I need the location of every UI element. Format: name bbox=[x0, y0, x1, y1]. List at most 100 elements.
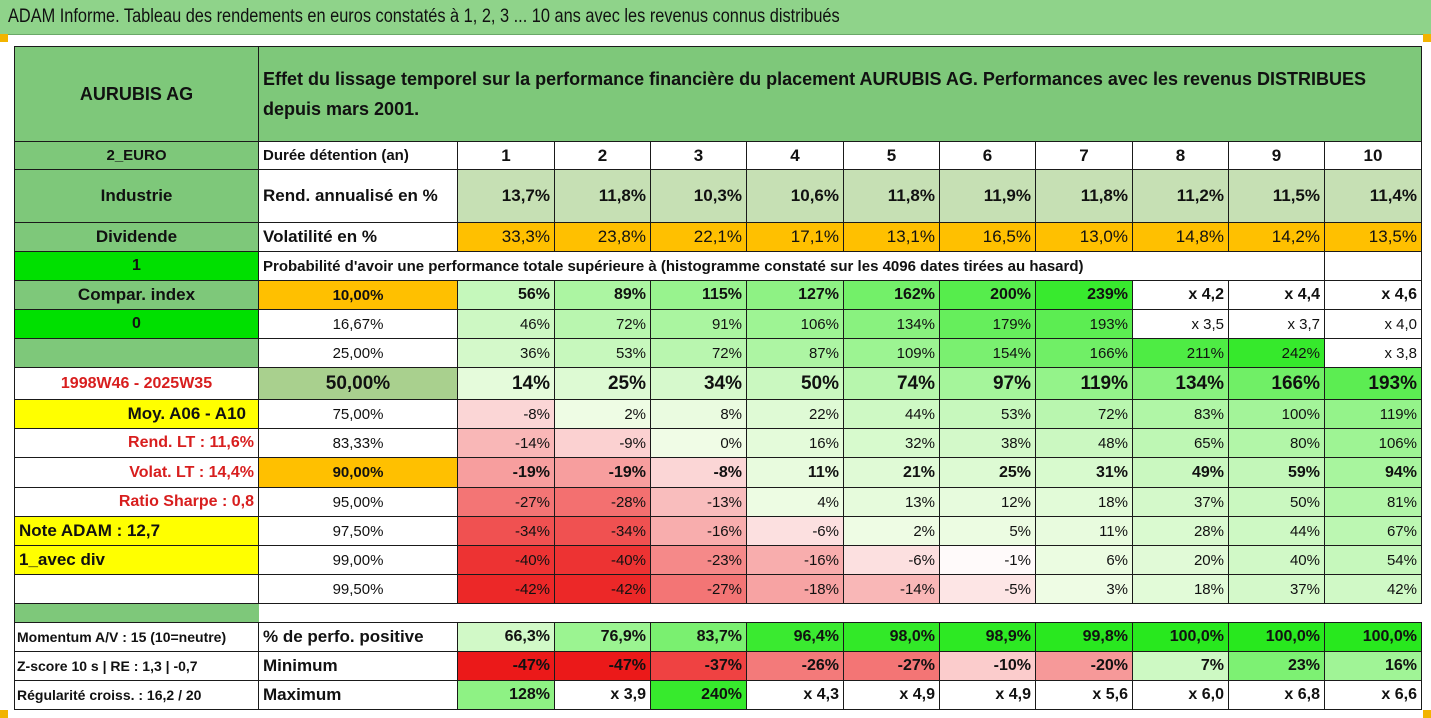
quantile-value: -27% bbox=[457, 487, 555, 517]
quantile-value: 42% bbox=[1324, 574, 1422, 604]
perf-pos-value: 100,0% bbox=[1324, 622, 1422, 652]
volat-lt-label: Volat. LT : 14,4% bbox=[14, 457, 259, 488]
quantile-label: 83,33% bbox=[258, 428, 458, 458]
corner-marker bbox=[0, 710, 8, 718]
quantile-value: 5% bbox=[939, 516, 1036, 546]
maximum-value: 128% bbox=[457, 680, 555, 710]
rend-value: 11,8% bbox=[1035, 169, 1133, 223]
corner-marker bbox=[1423, 710, 1431, 718]
quantile-value: -8% bbox=[650, 457, 747, 488]
spacer-cell bbox=[844, 604, 940, 623]
quantile-label: 25,00% bbox=[258, 338, 458, 368]
maximum-value: x 3,9 bbox=[554, 680, 651, 710]
maximum-value: x 6,6 bbox=[1324, 680, 1422, 710]
quantile-value: 37% bbox=[1132, 487, 1229, 517]
perf-pos-value: 100,0% bbox=[1132, 622, 1229, 652]
quantile-value: -28% bbox=[554, 487, 651, 517]
quantile-value: 193% bbox=[1035, 309, 1133, 339]
quantile-value: 134% bbox=[843, 309, 940, 339]
minimum-value: -47% bbox=[457, 651, 555, 681]
quantile-value: 54% bbox=[1324, 545, 1422, 575]
quantile-value: 53% bbox=[939, 399, 1036, 429]
quantile-value: -8% bbox=[457, 399, 555, 429]
rend-value: 10,3% bbox=[650, 169, 747, 223]
quantile-value: 59% bbox=[1228, 457, 1325, 488]
perf-pos-value: 83,7% bbox=[650, 622, 747, 652]
quantile-value: 22% bbox=[746, 399, 844, 429]
volat-value: 14,2% bbox=[1228, 222, 1325, 252]
currency-label: 2_EURO bbox=[14, 141, 259, 170]
quantile-value: x 3,8 bbox=[1324, 338, 1422, 368]
quantile-value: -9% bbox=[554, 428, 651, 458]
quantile-value: -34% bbox=[554, 516, 651, 546]
minimum-value: -37% bbox=[650, 651, 747, 681]
quantile-value: 3% bbox=[1035, 574, 1133, 604]
maximum-value: x 5,6 bbox=[1035, 680, 1133, 710]
quantile-value: 11% bbox=[746, 457, 844, 488]
compar-index-label: Compar. index bbox=[14, 280, 259, 310]
quantile-label: 90,00% bbox=[258, 457, 458, 488]
volat-value: 22,1% bbox=[650, 222, 747, 252]
avec-div-label: 1_avec div bbox=[14, 545, 259, 575]
quantile-row: Note ADAM : 12,7 97,50% -34% -34% -16% -6% 2% 5… bbox=[14, 516, 1422, 546]
quantile-value: x 4,0 bbox=[1324, 309, 1422, 339]
quantile-value: -13% bbox=[650, 487, 747, 517]
spacer-cell bbox=[1133, 604, 1229, 623]
spacer-cell bbox=[555, 604, 651, 623]
empty-cell bbox=[1324, 251, 1422, 281]
quantile-value: -42% bbox=[554, 574, 651, 604]
quantile-label: 99,00% bbox=[258, 545, 458, 575]
quantile-value: 12% bbox=[939, 487, 1036, 517]
volat-value: 33,3% bbox=[457, 222, 555, 252]
minimum-value: -47% bbox=[554, 651, 651, 681]
quantile-value: 38% bbox=[939, 428, 1036, 458]
quantile-value: 154% bbox=[939, 338, 1036, 368]
rend-value: 11,8% bbox=[554, 169, 651, 223]
quantile-row: 25,00% 36% 53% 72% 87% 109% 154% 166% 211% 242% x … bbox=[14, 338, 1422, 368]
flag-zero: 0 bbox=[14, 309, 259, 339]
rend-label: Rend. annualisé en % bbox=[258, 169, 458, 223]
rend-value: 10,6% bbox=[746, 169, 844, 223]
quantile-value: 127% bbox=[746, 280, 844, 310]
maximum-side-label: Régularité croiss. : 16,2 / 20 bbox=[14, 680, 259, 710]
quantile-value: 106% bbox=[746, 309, 844, 339]
perf-pos-value: 76,9% bbox=[554, 622, 651, 652]
quantile-value: 16% bbox=[746, 428, 844, 458]
spacer-cell bbox=[940, 604, 1036, 623]
quantile-value: 11% bbox=[1035, 516, 1133, 546]
spacer-cell bbox=[14, 603, 259, 623]
quantile-value: -16% bbox=[746, 545, 844, 575]
minimum-value: 16% bbox=[1324, 651, 1422, 681]
empty-cell bbox=[14, 338, 259, 368]
quantile-value: -14% bbox=[457, 428, 555, 458]
minimum-value: -20% bbox=[1035, 651, 1133, 681]
quantile-value: 72% bbox=[554, 309, 651, 339]
quantile-value: -5% bbox=[939, 574, 1036, 604]
quantile-row: 0 16,67% 46% 72% 91% 106% 134% 179% 193% x 3,5 x 3… bbox=[14, 309, 1422, 339]
headline: Effet du lissage temporel sur la perform… bbox=[258, 46, 1422, 142]
quantile-value: 72% bbox=[1035, 399, 1133, 429]
quantile-value: 83% bbox=[1132, 399, 1229, 429]
quantile-value: 28% bbox=[1132, 516, 1229, 546]
quantile-value: 21% bbox=[843, 457, 940, 488]
quantile-value: 14% bbox=[457, 367, 555, 400]
quantile-value: -27% bbox=[650, 574, 747, 604]
year-header: 3 bbox=[650, 141, 747, 170]
rend-lt-label: Rend. LT : 11,6% bbox=[14, 428, 259, 458]
quantile-row: Rend. LT : 11,6% 83,33% -14% -9% 0% 16% 32% 38%… bbox=[14, 428, 1422, 458]
spacer-cell bbox=[1325, 604, 1422, 623]
spacer-cell bbox=[747, 604, 844, 623]
period-label: 1998W46 - 2025W35 bbox=[14, 367, 259, 400]
quantile-value: 48% bbox=[1035, 428, 1133, 458]
quantile-value: 40% bbox=[1228, 545, 1325, 575]
quantile-value: -18% bbox=[746, 574, 844, 604]
quantile-value: 8% bbox=[650, 399, 747, 429]
quantile-value: 13% bbox=[843, 487, 940, 517]
quantile-value: 134% bbox=[1132, 367, 1229, 400]
quantile-row: Ratio Sharpe : 0,8 95,00% -27% -28% -13% 4% 13… bbox=[14, 487, 1422, 517]
quantile-value: 97% bbox=[939, 367, 1036, 400]
quantile-value: 31% bbox=[1035, 457, 1133, 488]
quantile-value: x 4,4 bbox=[1228, 280, 1325, 310]
quantile-value: 87% bbox=[746, 338, 844, 368]
perf-pos-value: 98,9% bbox=[939, 622, 1036, 652]
